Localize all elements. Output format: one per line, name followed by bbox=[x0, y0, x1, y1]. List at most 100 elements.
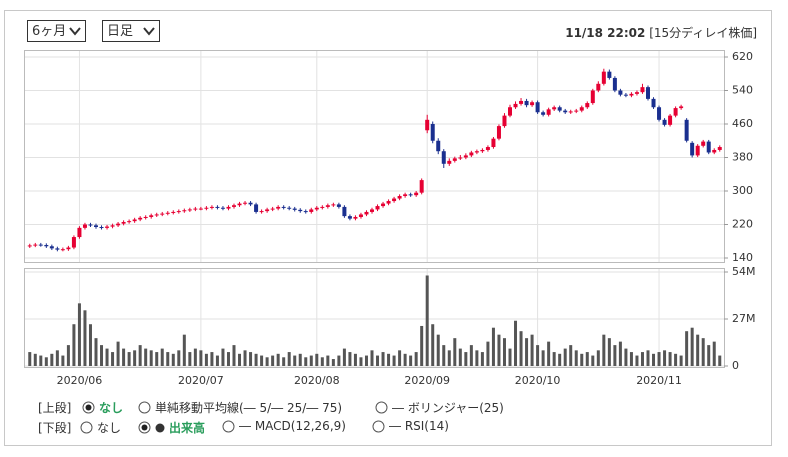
candle-body bbox=[193, 208, 198, 210]
candle-body bbox=[309, 209, 314, 212]
radio-option[interactable]: 単純移動平均線(― 5/― 25/― 75) bbox=[138, 399, 342, 416]
volume-bar bbox=[105, 348, 109, 366]
volume-bar bbox=[508, 348, 512, 366]
candle-body bbox=[640, 87, 645, 93]
option-text: ― ボリンジャー(25) bbox=[392, 401, 504, 415]
volume-bar bbox=[591, 355, 595, 366]
candle-body bbox=[325, 205, 330, 207]
volume-bar bbox=[475, 350, 479, 366]
candle-body bbox=[552, 107, 557, 110]
candle-body bbox=[88, 224, 93, 226]
candle-body bbox=[447, 160, 452, 164]
candle-body bbox=[243, 202, 248, 204]
candle-body bbox=[474, 151, 479, 153]
row-label: [上段] bbox=[38, 401, 72, 415]
radio[interactable] bbox=[222, 420, 235, 433]
candle-body bbox=[690, 142, 695, 156]
radio-option[interactable]: 出来高 bbox=[138, 419, 205, 436]
volume-bar bbox=[685, 331, 689, 366]
candle-body bbox=[303, 211, 308, 213]
y-tick-label: 380 bbox=[732, 151, 753, 164]
candle-body bbox=[66, 247, 71, 250]
volume-bar bbox=[238, 353, 242, 366]
candle-body bbox=[259, 211, 264, 213]
volume-bar bbox=[480, 352, 484, 366]
volume-bar bbox=[629, 352, 633, 366]
candle-body bbox=[314, 207, 319, 210]
volume-bar bbox=[315, 353, 319, 366]
volume-bar bbox=[249, 352, 253, 366]
candle-body bbox=[116, 223, 121, 226]
candle-body bbox=[530, 102, 535, 106]
radio-dot bbox=[141, 424, 148, 431]
candle-body bbox=[684, 119, 689, 141]
candle-body bbox=[171, 211, 176, 213]
radio[interactable] bbox=[375, 401, 388, 414]
volume-bar bbox=[155, 352, 159, 366]
volume-bar bbox=[50, 353, 54, 366]
volume-bar bbox=[337, 355, 341, 366]
candle-body bbox=[458, 157, 463, 159]
candle-body bbox=[706, 141, 711, 153]
volume-bar bbox=[271, 355, 275, 366]
radio[interactable] bbox=[138, 401, 151, 414]
y-tick-label: 460 bbox=[732, 117, 753, 130]
radio[interactable] bbox=[372, 420, 385, 433]
frame bbox=[4, 10, 772, 446]
volume-panel bbox=[24, 268, 725, 368]
volume-bar bbox=[525, 338, 529, 366]
x-tick-label: 2020/06 bbox=[57, 374, 103, 387]
candle-body bbox=[557, 107, 562, 111]
candle-body bbox=[160, 213, 165, 215]
radio[interactable] bbox=[80, 421, 93, 434]
candle-body bbox=[590, 90, 595, 104]
radio-option[interactable]: ― ボリンジャー(25) bbox=[375, 399, 504, 416]
volume-bar bbox=[282, 357, 286, 366]
candle-body bbox=[701, 141, 706, 146]
radio[interactable] bbox=[82, 401, 95, 414]
row-label: [下段] bbox=[38, 421, 72, 435]
chevron bbox=[69, 27, 81, 36]
radio-option[interactable]: なし bbox=[80, 419, 121, 436]
candle-body bbox=[270, 208, 275, 210]
radio-option[interactable]: ― MACD(12,26,9) bbox=[222, 419, 346, 433]
volume-bar bbox=[342, 348, 346, 366]
volume-bar bbox=[569, 345, 573, 366]
volume-bar bbox=[403, 353, 407, 366]
volume-bar bbox=[293, 355, 297, 366]
radio[interactable] bbox=[138, 421, 151, 434]
candle-body bbox=[99, 227, 104, 229]
candle-body bbox=[717, 147, 722, 150]
candle-body bbox=[265, 209, 270, 212]
volume-bar bbox=[453, 338, 457, 366]
radio-option[interactable]: なし bbox=[82, 399, 123, 416]
candle-body bbox=[607, 71, 612, 78]
radio-option[interactable]: ― RSI(14) bbox=[372, 419, 449, 433]
volume-bar bbox=[260, 355, 264, 366]
period-select[interactable]: 6ヶ月 bbox=[27, 20, 86, 42]
candle-body bbox=[381, 203, 386, 207]
interval-select[interactable]: 日足 bbox=[102, 20, 160, 42]
candle-body bbox=[55, 248, 60, 250]
volume-bar bbox=[536, 345, 540, 366]
candle-body bbox=[198, 208, 203, 210]
volume-bar bbox=[657, 352, 661, 366]
price-panel bbox=[24, 50, 725, 263]
candle-body bbox=[82, 224, 87, 228]
candle-body bbox=[248, 202, 253, 205]
upper-row: [上段] なし 単純移動平均線(― 5/― 25/― 75) ― ボリンジャー(25) bbox=[38, 399, 738, 417]
candle-body bbox=[358, 214, 363, 217]
candle-body bbox=[336, 204, 341, 207]
candle-body bbox=[546, 109, 551, 115]
option-text: 出来高 bbox=[169, 421, 206, 435]
candle-body bbox=[105, 226, 110, 228]
volume-bar bbox=[359, 357, 363, 366]
radio-ring bbox=[222, 420, 235, 432]
volume-bar bbox=[563, 348, 567, 366]
volume-bar bbox=[61, 355, 65, 366]
volume-bar bbox=[304, 357, 308, 366]
volume-bar bbox=[618, 341, 622, 366]
volume-bar bbox=[425, 275, 429, 366]
volume-bar bbox=[193, 348, 197, 366]
